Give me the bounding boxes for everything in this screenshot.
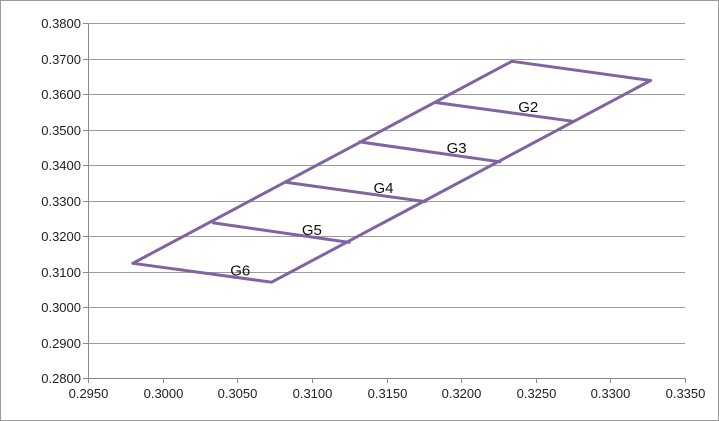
y-tick-label: 0.2800 bbox=[41, 371, 81, 386]
y-tick-label: 0.3400 bbox=[41, 158, 81, 173]
series-line bbox=[211, 221, 351, 244]
series-line bbox=[358, 140, 502, 164]
series-line bbox=[285, 180, 427, 204]
x-tick-label: 0.3250 bbox=[517, 386, 557, 401]
y-tick-label: 0.3100 bbox=[41, 265, 81, 280]
series-line bbox=[434, 101, 575, 123]
gridlines bbox=[88, 23, 685, 344]
region-label: G2 bbox=[518, 99, 538, 116]
y-tick-label: 0.3500 bbox=[41, 123, 81, 138]
series-lines bbox=[131, 59, 653, 284]
x-tick-label: 0.3100 bbox=[293, 386, 333, 401]
y-tick-label: 0.3600 bbox=[41, 87, 81, 102]
y-tick-label: 0.3300 bbox=[41, 194, 81, 209]
y-tick-label: 0.3000 bbox=[41, 300, 81, 315]
x-tick-label: 0.3300 bbox=[591, 386, 631, 401]
y-tick-label: 0.3800 bbox=[41, 16, 81, 31]
x-tick-label: 0.3000 bbox=[144, 386, 184, 401]
region-label: G4 bbox=[374, 180, 394, 197]
x-tick-label: 0.3200 bbox=[442, 386, 482, 401]
region-labels: G2 G3 G4 G5 G6 bbox=[230, 99, 538, 279]
y-tick-label: 0.3200 bbox=[41, 229, 81, 244]
x-tick-label: 0.3350 bbox=[666, 386, 706, 401]
x-tick-label: 0.3050 bbox=[218, 386, 258, 401]
region-label: G6 bbox=[230, 262, 250, 279]
series-line bbox=[131, 59, 653, 284]
region-label: G5 bbox=[302, 222, 322, 239]
region-label: G3 bbox=[447, 140, 467, 157]
y-tick-label: 0.2900 bbox=[41, 336, 81, 351]
x-tick-label: 0.2950 bbox=[69, 386, 109, 401]
x-tick-label: 0.3150 bbox=[368, 386, 408, 401]
y-tick-label: 0.3700 bbox=[41, 52, 81, 67]
axes: 0.2800 0.2900 0.3000 0.3100 0.3200 0.3300 0.34… bbox=[41, 16, 705, 401]
